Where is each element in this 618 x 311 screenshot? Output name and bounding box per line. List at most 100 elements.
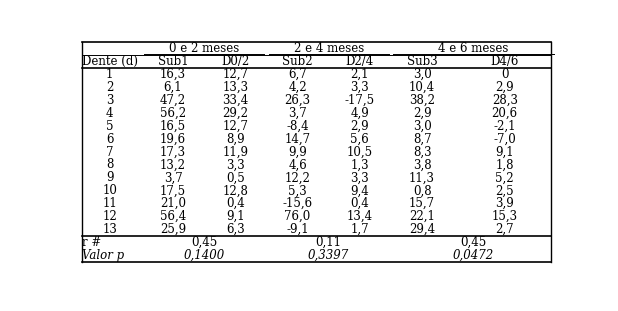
Text: 12,7: 12,7 bbox=[222, 120, 248, 133]
Text: -8,4: -8,4 bbox=[286, 120, 309, 133]
Text: -7,0: -7,0 bbox=[493, 132, 516, 146]
Text: 8,9: 8,9 bbox=[226, 132, 245, 146]
Text: 6,7: 6,7 bbox=[288, 68, 307, 81]
Text: 2: 2 bbox=[106, 81, 113, 94]
Text: 17,3: 17,3 bbox=[160, 146, 186, 159]
Text: 3,7: 3,7 bbox=[164, 171, 182, 184]
Text: 12,7: 12,7 bbox=[222, 68, 248, 81]
Text: 5,6: 5,6 bbox=[350, 132, 369, 146]
Text: 2,1: 2,1 bbox=[350, 68, 369, 81]
Text: 3,7: 3,7 bbox=[288, 107, 307, 120]
Text: 12,2: 12,2 bbox=[285, 171, 310, 184]
Text: 38,2: 38,2 bbox=[409, 94, 435, 107]
Text: 3,3: 3,3 bbox=[226, 159, 245, 171]
Text: Valor p: Valor p bbox=[82, 249, 124, 262]
Text: 4,2: 4,2 bbox=[288, 81, 307, 94]
Text: 2,9: 2,9 bbox=[496, 81, 514, 94]
Text: 10,4: 10,4 bbox=[409, 81, 435, 94]
Text: 11,3: 11,3 bbox=[409, 171, 435, 184]
Text: 0,1400: 0,1400 bbox=[184, 249, 225, 262]
Text: 56,2: 56,2 bbox=[160, 107, 186, 120]
Text: 4: 4 bbox=[106, 107, 113, 120]
Text: 4 e 6 meses: 4 e 6 meses bbox=[438, 42, 509, 55]
Text: -9,1: -9,1 bbox=[286, 223, 309, 236]
Text: 1,8: 1,8 bbox=[496, 159, 514, 171]
Text: 6: 6 bbox=[106, 132, 113, 146]
Text: 8,7: 8,7 bbox=[413, 132, 431, 146]
Text: 26,3: 26,3 bbox=[284, 94, 311, 107]
Text: 5,2: 5,2 bbox=[496, 171, 514, 184]
Text: 29,2: 29,2 bbox=[222, 107, 248, 120]
Text: 9,1: 9,1 bbox=[226, 210, 245, 223]
Text: 0,3397: 0,3397 bbox=[308, 249, 349, 262]
Text: 29,4: 29,4 bbox=[409, 223, 435, 236]
Text: Sub1: Sub1 bbox=[158, 55, 188, 68]
Text: 0,5: 0,5 bbox=[226, 171, 245, 184]
Text: 14,7: 14,7 bbox=[284, 132, 311, 146]
Text: 56,4: 56,4 bbox=[160, 210, 186, 223]
Text: 0,4: 0,4 bbox=[226, 197, 245, 210]
Text: D0/2: D0/2 bbox=[221, 55, 250, 68]
Text: 28,3: 28,3 bbox=[492, 94, 518, 107]
Text: 47,2: 47,2 bbox=[160, 94, 186, 107]
Text: 3,3: 3,3 bbox=[350, 171, 369, 184]
Text: 9,9: 9,9 bbox=[288, 146, 307, 159]
Text: 13,4: 13,4 bbox=[347, 210, 373, 223]
Text: 8: 8 bbox=[106, 159, 113, 171]
Text: 2,7: 2,7 bbox=[496, 223, 514, 236]
Text: 3,8: 3,8 bbox=[413, 159, 431, 171]
Text: -17,5: -17,5 bbox=[345, 94, 375, 107]
Text: 10,5: 10,5 bbox=[347, 146, 373, 159]
Text: 3,9: 3,9 bbox=[496, 197, 514, 210]
Text: 2,9: 2,9 bbox=[350, 120, 369, 133]
Text: 11,9: 11,9 bbox=[222, 146, 248, 159]
Text: 5,3: 5,3 bbox=[288, 184, 307, 197]
Text: 0,4: 0,4 bbox=[350, 197, 369, 210]
Text: 9,1: 9,1 bbox=[496, 146, 514, 159]
Text: 33,4: 33,4 bbox=[222, 94, 248, 107]
Text: 16,3: 16,3 bbox=[160, 68, 186, 81]
Text: 0,8: 0,8 bbox=[413, 184, 431, 197]
Text: 1,7: 1,7 bbox=[350, 223, 369, 236]
Text: -2,1: -2,1 bbox=[493, 120, 516, 133]
Text: 19,6: 19,6 bbox=[160, 132, 186, 146]
Text: 3,3: 3,3 bbox=[350, 81, 369, 94]
Text: 2 e 4 meses: 2 e 4 meses bbox=[294, 42, 364, 55]
Text: 8,3: 8,3 bbox=[413, 146, 431, 159]
Text: r #: r # bbox=[82, 236, 101, 249]
Text: 3,0: 3,0 bbox=[413, 68, 431, 81]
Text: 2,9: 2,9 bbox=[413, 107, 431, 120]
Text: D2/4: D2/4 bbox=[345, 55, 374, 68]
Text: 0,45: 0,45 bbox=[460, 236, 487, 249]
Text: 9: 9 bbox=[106, 171, 113, 184]
Text: Sub2: Sub2 bbox=[282, 55, 313, 68]
Text: Dente (d): Dente (d) bbox=[82, 55, 138, 68]
Text: 11: 11 bbox=[102, 197, 117, 210]
Text: 0,45: 0,45 bbox=[191, 236, 218, 249]
Text: 2,5: 2,5 bbox=[496, 184, 514, 197]
Text: 22,1: 22,1 bbox=[409, 210, 435, 223]
Text: 17,5: 17,5 bbox=[160, 184, 186, 197]
Text: 16,5: 16,5 bbox=[160, 120, 186, 133]
Text: 13,2: 13,2 bbox=[160, 159, 186, 171]
Text: 1,3: 1,3 bbox=[350, 159, 369, 171]
Text: 15,3: 15,3 bbox=[492, 210, 518, 223]
Text: 5: 5 bbox=[106, 120, 113, 133]
Text: 3: 3 bbox=[106, 94, 113, 107]
Text: Sub3: Sub3 bbox=[407, 55, 438, 68]
Text: 0 e 2 meses: 0 e 2 meses bbox=[169, 42, 239, 55]
Text: 0,0472: 0,0472 bbox=[453, 249, 494, 262]
Text: 10: 10 bbox=[102, 184, 117, 197]
Text: 6,1: 6,1 bbox=[164, 81, 182, 94]
Text: 0: 0 bbox=[501, 68, 509, 81]
Text: 13: 13 bbox=[102, 223, 117, 236]
Text: 0,11: 0,11 bbox=[316, 236, 342, 249]
Text: 7: 7 bbox=[106, 146, 113, 159]
Text: 12,8: 12,8 bbox=[222, 184, 248, 197]
Text: 25,9: 25,9 bbox=[160, 223, 186, 236]
Text: D4/6: D4/6 bbox=[491, 55, 519, 68]
Text: 3,0: 3,0 bbox=[413, 120, 431, 133]
Text: 13,3: 13,3 bbox=[222, 81, 248, 94]
Text: 4,6: 4,6 bbox=[288, 159, 307, 171]
Text: 21,0: 21,0 bbox=[160, 197, 186, 210]
